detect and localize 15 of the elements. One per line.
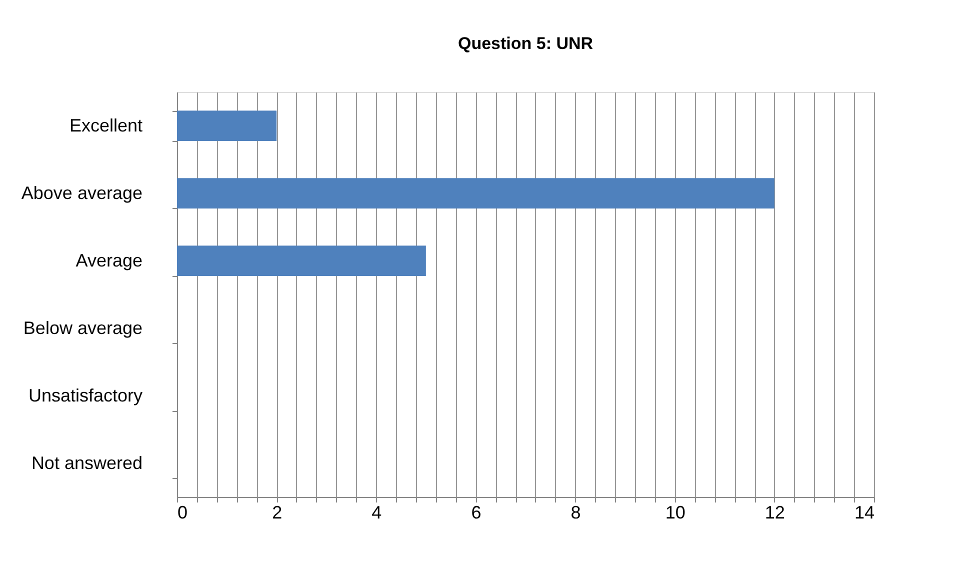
y-tick-label: Above average — [21, 182, 142, 203]
chart-title: Question 5: UNR — [458, 34, 594, 53]
x-tick-label: 10 — [665, 502, 686, 522]
y-tick-label: Excellent — [69, 115, 142, 136]
y-tick-label: Average — [76, 250, 142, 270]
x-tick-label: 2 — [272, 502, 282, 522]
y-tick-label: Unsatisfactory — [28, 385, 142, 406]
x-tick-label: 4 — [372, 502, 382, 522]
x-tick-label: 14 — [854, 502, 874, 522]
y-tick-label: Below average — [23, 318, 142, 338]
y-tick-label: Not answered — [31, 452, 142, 473]
x-tick-label: 0 — [178, 502, 188, 522]
x-tick-label: 6 — [471, 502, 482, 522]
x-tick-label: 12 — [764, 502, 785, 522]
x-tick-label: 8 — [570, 502, 581, 522]
